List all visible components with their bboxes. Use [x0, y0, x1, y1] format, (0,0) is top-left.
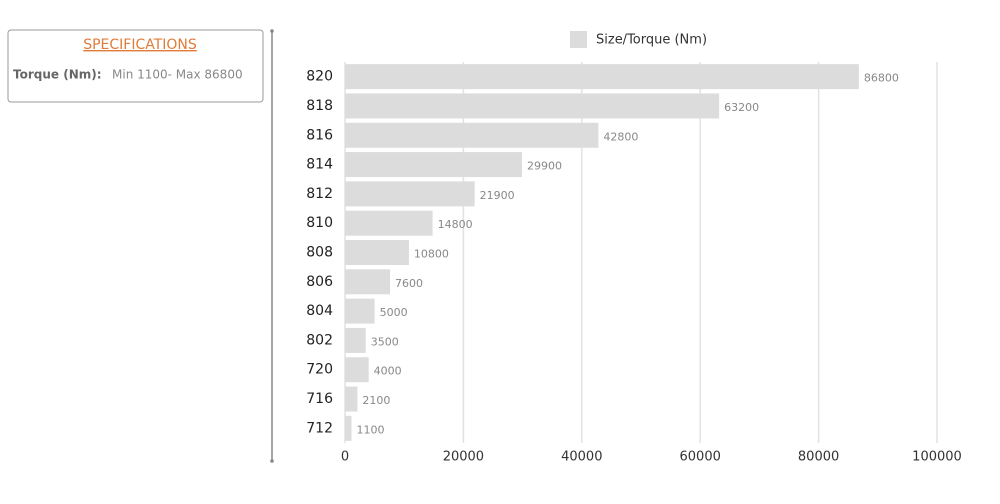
value-label: 21900 [480, 189, 515, 202]
legend-swatch [570, 31, 587, 48]
value-label: 2100 [362, 394, 390, 407]
bar [345, 122, 599, 148]
y-tick-label: 816 [306, 127, 333, 143]
y-tick-label: 720 [306, 362, 333, 378]
value-label: 1100 [357, 423, 385, 436]
value-label: 42800 [603, 130, 638, 143]
y-tick-label: 820 [306, 69, 333, 85]
bar [345, 386, 358, 412]
value-label: 7600 [395, 277, 423, 290]
divider-end [270, 29, 274, 33]
divider-end [270, 459, 274, 463]
y-tick-label: 804 [306, 303, 333, 319]
x-tick-label: 40000 [561, 450, 602, 465]
y-tick-label: 812 [306, 186, 333, 202]
y-tick-label: 806 [306, 274, 333, 290]
y-tick-label: 716 [306, 391, 333, 407]
bar [345, 210, 433, 236]
value-label: 29900 [527, 160, 562, 173]
value-label: 63200 [724, 101, 759, 114]
bar [345, 298, 375, 324]
value-label: 10800 [414, 248, 449, 261]
value-label: 3500 [371, 335, 399, 348]
bar [345, 357, 369, 383]
x-tick-label: 60000 [680, 450, 721, 465]
y-tick-label: 810 [306, 215, 333, 231]
specs-panel [7, 29, 264, 103]
value-label: 14800 [438, 218, 473, 231]
y-tick-label: 712 [306, 420, 333, 436]
bar [345, 93, 720, 119]
y-tick-label: 802 [306, 332, 333, 348]
specs-value: Min 1100- Max 86800 [112, 68, 243, 82]
value-label: 86800 [864, 72, 899, 85]
y-tick-label: 808 [306, 245, 333, 261]
value-label: 5000 [380, 306, 408, 319]
specs-title: SPECIFICATIONS [83, 37, 197, 53]
x-tick-label: 100000 [912, 450, 962, 465]
bar [345, 152, 523, 178]
x-tick-label: 80000 [798, 450, 839, 465]
legend-label: Size/Torque (Nm) [596, 33, 707, 48]
bar [345, 64, 859, 90]
specs-label: Torque (Nm): [13, 68, 102, 82]
bar [345, 181, 475, 207]
y-tick-label: 818 [306, 98, 333, 114]
bar [345, 327, 366, 353]
x-tick-label: 20000 [443, 450, 484, 465]
value-label: 4000 [374, 365, 402, 378]
x-tick-label: 0 [341, 450, 349, 465]
bar [345, 269, 390, 295]
bar [345, 240, 409, 265]
bar [345, 415, 352, 441]
y-tick-label: 814 [306, 157, 333, 173]
